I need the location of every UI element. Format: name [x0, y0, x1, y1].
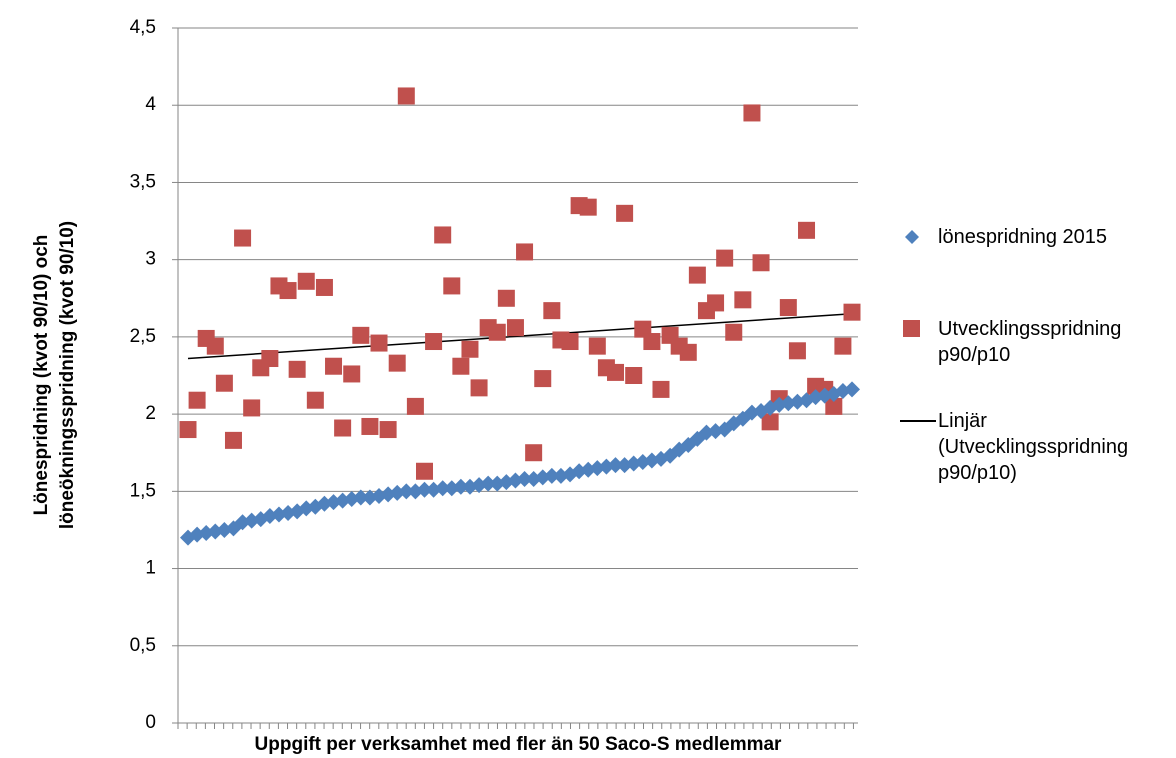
- point: [425, 333, 443, 351]
- point: [534, 370, 552, 388]
- point: [488, 323, 506, 341]
- point: [588, 337, 606, 355]
- point: [415, 462, 433, 480]
- legend-item: Linjär (Utvecklingsspridning p90/p10): [900, 408, 1148, 486]
- point: [752, 254, 770, 272]
- point: [434, 226, 452, 244]
- point: [798, 221, 816, 239]
- point: [725, 323, 743, 341]
- point: [315, 278, 333, 296]
- point: [361, 417, 379, 435]
- y-axis-title: Lönespridning (kvot 90/10) och löneöknin…: [31, 220, 78, 530]
- y-tick-label: 1: [145, 558, 156, 579]
- legend-label: lönespridning 2015: [938, 226, 1108, 248]
- point: [616, 204, 634, 222]
- point: [352, 326, 370, 344]
- point: [306, 391, 324, 409]
- point: [579, 198, 597, 216]
- point: [643, 333, 661, 351]
- point: [480, 475, 497, 492]
- point: [470, 379, 488, 397]
- point: [397, 87, 415, 105]
- legend-marker: [905, 230, 919, 244]
- x-axis-title: Uppgift per verksamhet med fler än 50 Sa…: [255, 734, 783, 755]
- point: [525, 444, 543, 462]
- point: [688, 266, 706, 284]
- legend-swatch: [900, 420, 936, 422]
- y-tick-label: 2: [145, 403, 156, 424]
- point: [325, 357, 343, 375]
- point: [379, 421, 397, 439]
- y-tick-label: 0: [145, 712, 156, 733]
- y-tick-label: 1,5: [130, 480, 156, 501]
- point: [761, 413, 779, 431]
- point: [206, 337, 224, 355]
- point: [352, 489, 369, 506]
- point: [497, 289, 515, 307]
- point: [215, 374, 233, 392]
- point: [844, 381, 860, 398]
- point: [788, 342, 806, 360]
- point: [279, 282, 297, 300]
- y-tick-label: 3: [145, 249, 156, 270]
- point: [679, 343, 697, 361]
- point: [416, 481, 433, 498]
- point: [506, 319, 524, 337]
- point: [543, 302, 561, 320]
- legend-label: Linjär (Utvecklingsspridning p90/p10): [938, 410, 1129, 484]
- point: [561, 333, 579, 351]
- point: [834, 337, 852, 355]
- point: [734, 291, 752, 309]
- point: [716, 249, 734, 267]
- legend-swatch: [905, 230, 919, 244]
- point: [607, 457, 624, 474]
- point: [452, 357, 470, 375]
- legend: lönespridning 2015 Utvecklingsspridning …: [900, 224, 1176, 486]
- point: [625, 367, 643, 384]
- y-tick-label: 2,5: [130, 326, 156, 347]
- point: [516, 470, 533, 487]
- point: [179, 421, 197, 439]
- point: [516, 243, 534, 261]
- point: [452, 478, 469, 495]
- point: [243, 399, 261, 417]
- point: [707, 294, 725, 312]
- legend-marker: [903, 320, 920, 337]
- point: [543, 467, 560, 484]
- point: [843, 303, 861, 321]
- point: [370, 334, 388, 352]
- legend-item: Utvecklingsspridning p90/p10: [900, 316, 1148, 368]
- point: [825, 397, 843, 415]
- point: [461, 340, 479, 358]
- y-tick-label: 4,5: [130, 17, 156, 38]
- point: [434, 480, 451, 497]
- point: [406, 397, 424, 415]
- point: [343, 365, 361, 383]
- point: [334, 419, 352, 437]
- y-tick-label: 4: [145, 94, 156, 115]
- point: [261, 350, 279, 368]
- y-tick-label: 0,5: [130, 635, 156, 656]
- point: [652, 380, 670, 398]
- point: [607, 363, 625, 381]
- point: [388, 354, 406, 372]
- point: [288, 360, 306, 378]
- point: [224, 431, 242, 449]
- legend-item: lönespridning 2015: [900, 224, 1148, 250]
- legend-swatch: [903, 320, 920, 337]
- point: [443, 277, 461, 295]
- point: [779, 299, 797, 317]
- point: [297, 272, 315, 290]
- y-tick-label: 3,5: [130, 171, 156, 192]
- point: [398, 483, 415, 500]
- point: [188, 391, 206, 409]
- point: [743, 104, 761, 122]
- legend-label: Utvecklingsspridning p90/p10: [938, 318, 1122, 366]
- point: [234, 229, 252, 247]
